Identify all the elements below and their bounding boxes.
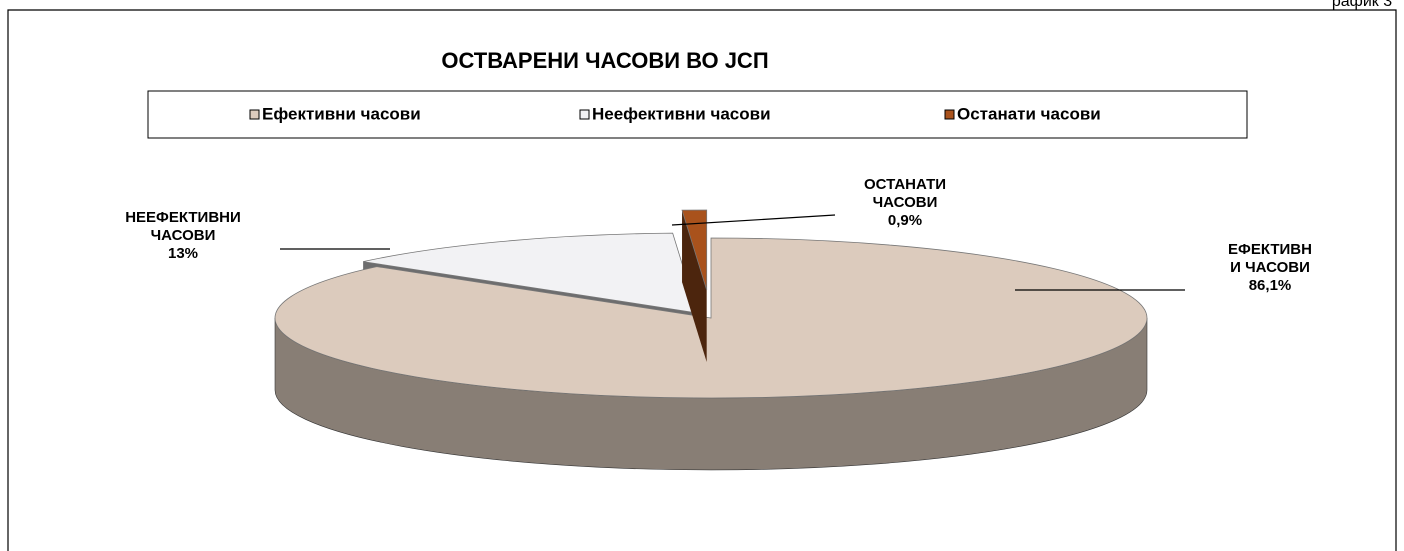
data-label-value: 0,9%	[888, 212, 922, 229]
data-label-value: 86,1%	[1249, 277, 1292, 294]
leader-line	[671, 214, 836, 226]
slice	[274, 237, 1148, 399]
chart-frame	[7, 9, 1397, 551]
legend-swatch	[579, 109, 590, 120]
data-label: ОСТАНАТИ	[864, 176, 946, 193]
page-note: рафик 3	[1332, 0, 1392, 10]
slice	[681, 209, 708, 291]
legend: Ефективни часови Неефективни часови Остана…	[147, 90, 1248, 139]
legend-swatch	[944, 109, 955, 120]
slice-face	[682, 210, 707, 363]
legend-label: Ефективни часови	[262, 104, 421, 123]
slice	[363, 232, 698, 314]
data-label: ЧАСОВИ	[873, 194, 938, 211]
legend-label: Останати часови	[957, 104, 1101, 123]
data-label-value: 13%	[168, 245, 198, 262]
legend-box	[147, 90, 1248, 139]
plot: ЕФЕКТИВНИ ЧАСОВИ86,1%НЕЕФЕКТИВНИЧАСОВИ13…	[125, 176, 1312, 471]
data-label: НЕЕФЕКТИВНИ	[125, 209, 241, 226]
data-label: И ЧАСОВИ	[1230, 259, 1310, 276]
data-label: ЕФЕКТИВН	[1228, 241, 1312, 258]
data-label: ЧАСОВИ	[151, 227, 216, 244]
legend-label: Неефективни часови	[592, 104, 771, 123]
legend-swatch	[249, 109, 260, 120]
chart-title: ОСТВАРЕНИ ЧАСОВИ ВО ЈСП	[441, 48, 768, 73]
